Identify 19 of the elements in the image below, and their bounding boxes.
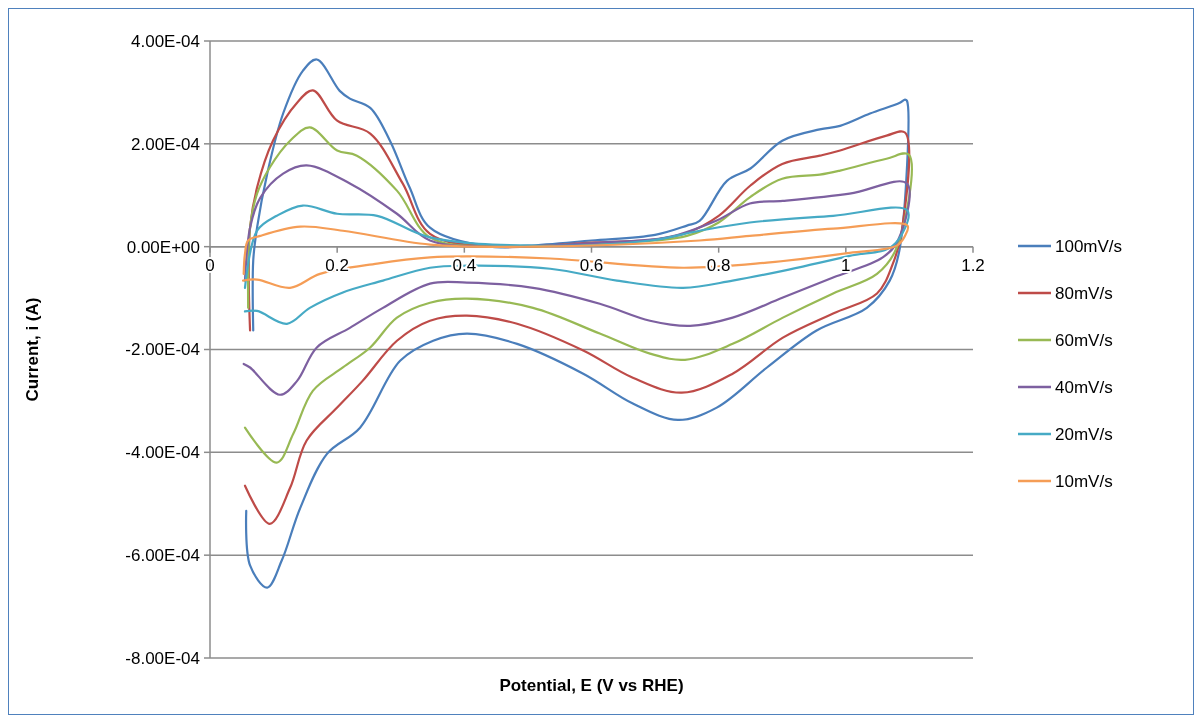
x-tick-label: 0 [205, 255, 215, 275]
y-tick-label: 2.00E-04 [131, 134, 200, 154]
y-tick-label: -6.00E-04 [125, 546, 200, 566]
legend-label: 10mV/s [1055, 471, 1113, 491]
y-tick-label: -2.00E-04 [125, 340, 200, 360]
y-tick-label: 4.00E-04 [131, 31, 200, 51]
y-axis-title: Current, i (A) [23, 297, 42, 402]
legend-label: 40mV/s [1055, 377, 1113, 397]
y-tick-label: -8.00E-04 [125, 648, 200, 668]
x-tick-label: 1 [841, 255, 851, 275]
y-tick-label: 0.00E+00 [126, 237, 200, 257]
legend-label: 20mV/s [1055, 424, 1113, 444]
legend-label: 60mV/s [1055, 330, 1113, 350]
x-tick-label: 1.2 [961, 255, 985, 275]
y-tick-label: -4.00E-04 [125, 443, 200, 463]
legend-label: 80mV/s [1055, 283, 1113, 303]
line-series [243, 204, 909, 325]
x-axis-title: Potential, E (V vs RHE) [499, 676, 684, 695]
legend-label: 100mV/s [1055, 236, 1123, 256]
